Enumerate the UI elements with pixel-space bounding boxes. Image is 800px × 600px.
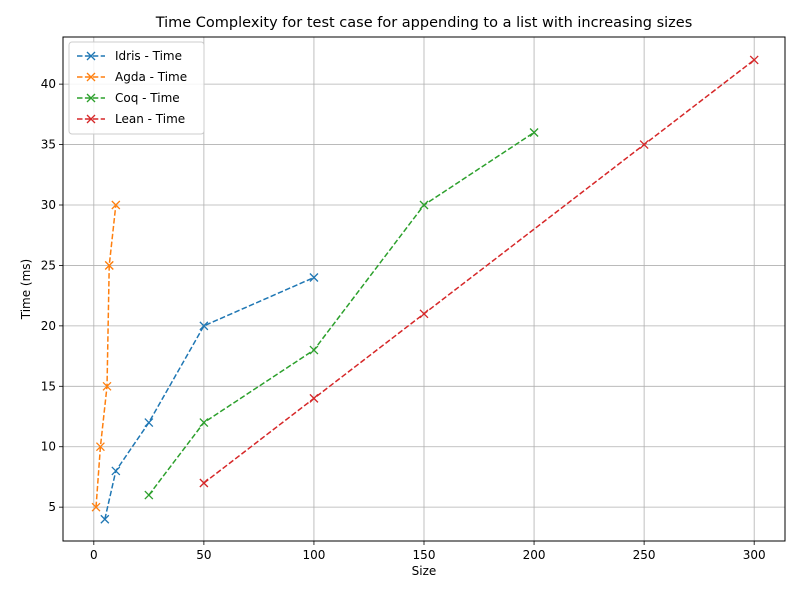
legend-marker-lean: [86, 114, 96, 124]
data-point-lean: [639, 140, 649, 150]
y-tick-label: 40: [41, 77, 56, 91]
chart-title: Time Complexity for test case for append…: [155, 15, 693, 31]
data-point-lean: [199, 478, 209, 488]
data-point-idris: [309, 273, 319, 282]
data-point-coq: [199, 418, 209, 428]
legend-marker-coq: [86, 93, 96, 103]
grid: [63, 37, 785, 541]
y-tick-label: 15: [41, 379, 56, 393]
data-point-lean: [419, 309, 429, 319]
x-tick-label: 100: [302, 548, 325, 562]
series-idris: [100, 273, 319, 524]
data-point-coq: [309, 345, 319, 355]
data-point-idris: [144, 418, 154, 428]
data-point-coq: [144, 490, 154, 500]
data-point-agda: [111, 200, 121, 210]
data-point-lean: [749, 55, 759, 65]
legend-label-agda: Agda - Time: [115, 70, 187, 84]
series-agda: [91, 200, 121, 512]
data-point-idris: [199, 321, 209, 331]
data-point-agda: [95, 442, 105, 452]
x-tick-label: 50: [196, 548, 211, 562]
legend-label-lean: Lean - Time: [115, 112, 185, 126]
y-tick-label: 25: [41, 258, 56, 272]
y-tick-label: 35: [41, 138, 56, 152]
legend-entry-lean: Lean - Time: [77, 112, 185, 126]
y-tick-label: 5: [48, 500, 56, 514]
x-tick-label: 150: [413, 548, 436, 562]
data-point-lean: [309, 393, 319, 403]
x-tick-label: 250: [633, 548, 656, 562]
data-point-idris: [111, 466, 121, 476]
data-point-agda: [102, 381, 112, 391]
legend-entry-idris: Idris - Time: [77, 49, 182, 63]
data-point-coq: [529, 128, 539, 137]
y-axis-title: Time (ms): [19, 259, 33, 321]
legend-entry-coq: Coq - Time: [77, 91, 180, 105]
y-tick-label: 20: [41, 319, 56, 333]
x-axis-title: Size: [412, 564, 437, 578]
x-tick-label: 300: [743, 548, 766, 562]
legend-entry-agda: Agda - Time: [77, 70, 187, 84]
data-point-idris: [100, 514, 110, 524]
x-tick-label: 0: [90, 548, 98, 562]
legend-box: [68, 41, 205, 135]
legend-marker-agda: [86, 72, 96, 82]
data-point-coq: [419, 200, 429, 210]
data-point-agda: [91, 502, 101, 512]
series-coq: [144, 128, 539, 500]
legend: Idris - Time Agda - Time Coq - Time Lean - …: [68, 41, 205, 135]
y-tick-label: 30: [41, 198, 56, 212]
axis-ticks: 0 50 100 150 200 250 300 5 10 15 20 25 30 35 40: [41, 77, 766, 562]
legend-label-idris: Idris - Time: [115, 49, 182, 63]
legend-marker-idris: [86, 51, 96, 61]
x-tick-label: 200: [523, 548, 546, 562]
series-lean: [199, 55, 759, 488]
data-point-agda: [104, 260, 114, 270]
y-tick-label: 10: [41, 440, 56, 454]
series-layer: [91, 55, 759, 524]
legend-label-coq: Coq - Time: [115, 91, 180, 105]
